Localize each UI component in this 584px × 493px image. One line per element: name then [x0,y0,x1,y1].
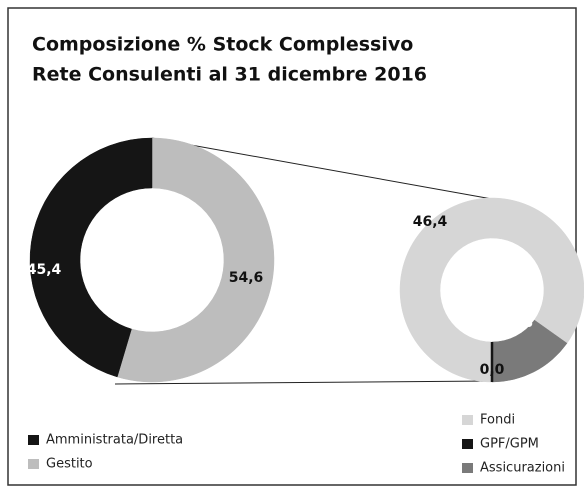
legend-swatch [28,435,39,445]
data-label: 0,0 [480,362,505,378]
chart-title: Composizione % Stock Complessivo [32,34,413,56]
legend-swatch [462,463,473,473]
frame [7,7,577,486]
donut-slice [116,137,275,383]
legend-label: Gestito [46,457,93,472]
legend-swatch [462,439,473,449]
connector [151,137,493,200]
connector [114,380,493,385]
legend-label: Fondi [480,413,515,428]
legend-label: GPF/GPM [480,437,539,452]
data-label: 8,3 [509,315,534,331]
data-label: 45,4 [27,262,62,278]
legend-swatch [28,459,39,469]
data-label: 54,6 [229,270,264,286]
donut-slice [399,197,584,383]
donut-slice [29,137,153,378]
chart-subtitle: Rete Consulenti al 31 dicembre 2016 [32,64,427,86]
legend-label: Assicurazioni [480,461,565,476]
data-label: 46,4 [413,214,448,230]
legend-swatch [462,415,473,425]
legend-label: Amministrata/Diretta [46,433,183,448]
